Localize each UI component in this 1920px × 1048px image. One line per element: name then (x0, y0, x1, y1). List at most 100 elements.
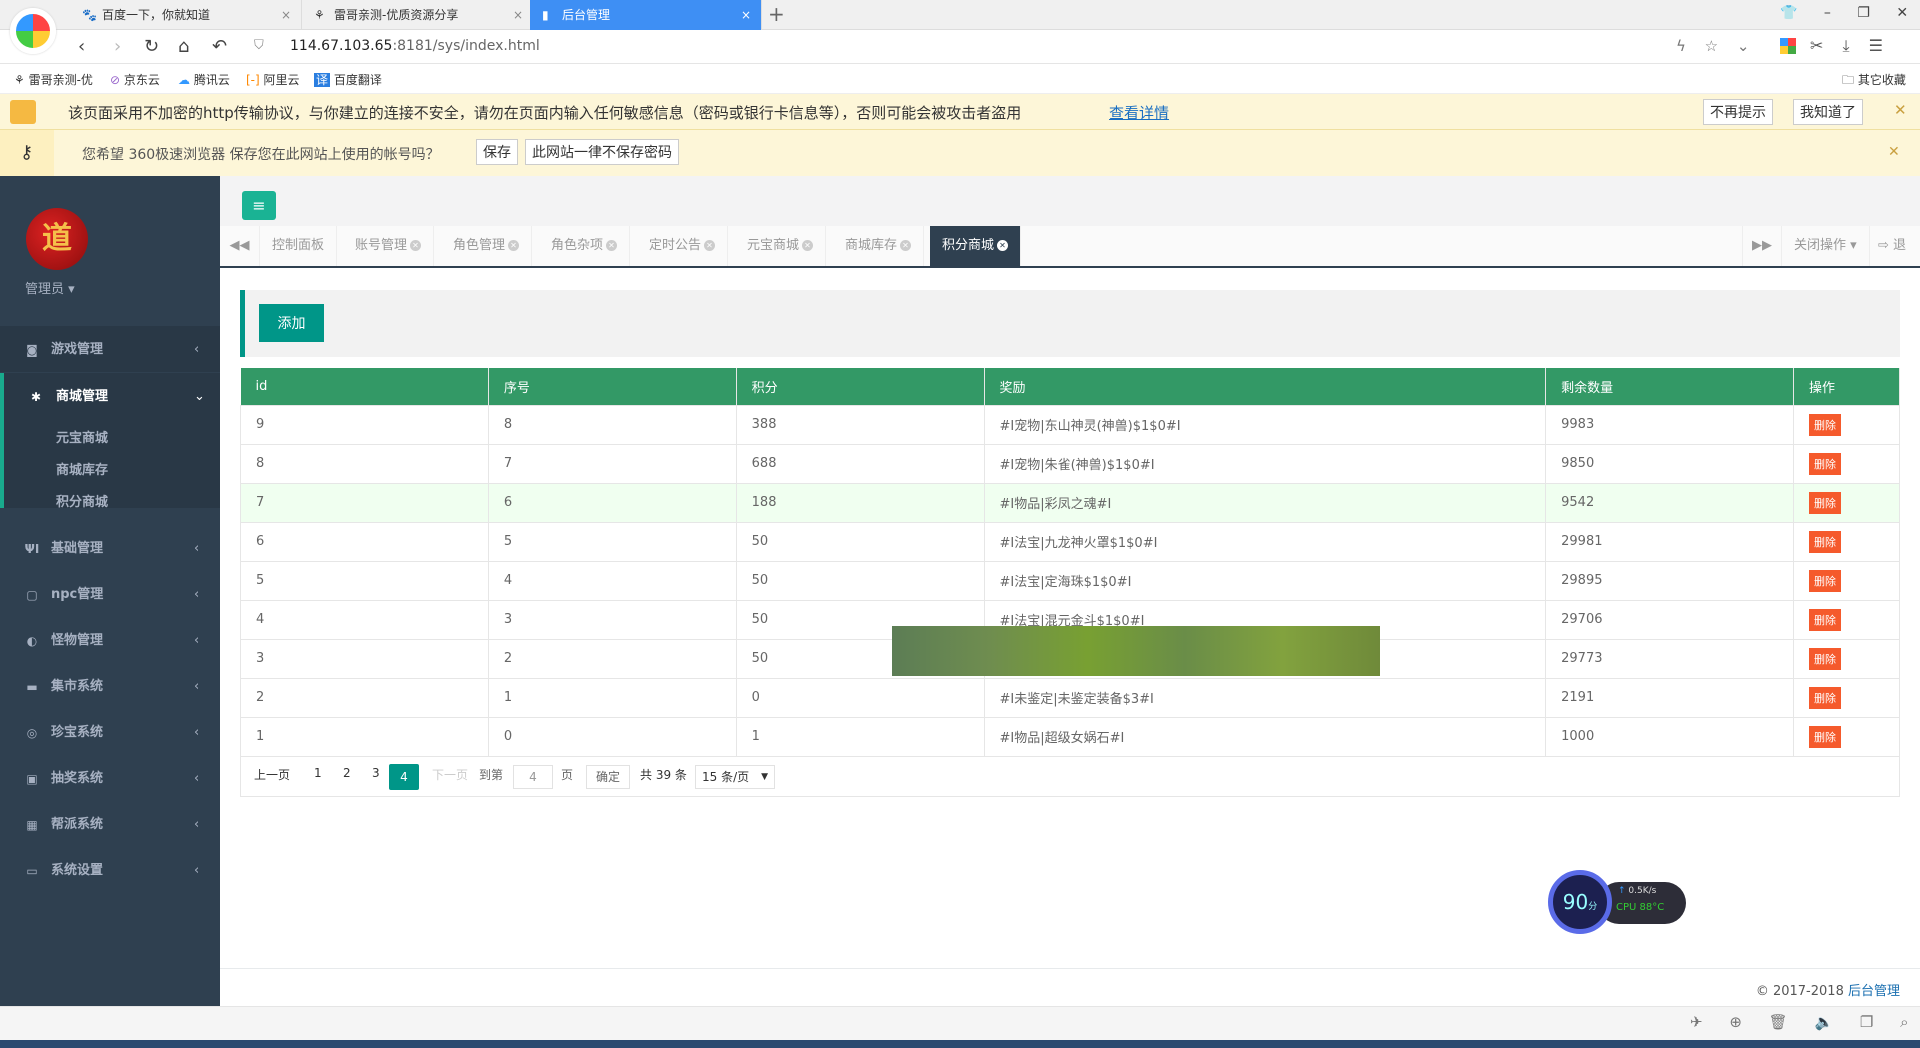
reload-icon[interactable]: ↻ (144, 36, 160, 57)
adjust-icon: ◐ (26, 634, 38, 648)
tab[interactable]: 角色杂项 ✕ (539, 226, 631, 266)
sidebar-item[interactable]: ΨΙ 基础管理 ‹ (0, 526, 220, 572)
delete-button[interactable]: 删除 (1809, 491, 1841, 514)
sidebar-subitem-active[interactable]: 积分商城 (56, 495, 109, 510)
home-icon[interactable]: ⌂ (178, 36, 190, 57)
tab[interactable]: 商城库存 ✕ (833, 226, 925, 266)
back-icon[interactable]: ‹ (78, 36, 86, 57)
sidebar-item[interactable]: ▦ 帮派系统 ‹ (0, 802, 220, 848)
next-page[interactable]: 下一页 (432, 768, 469, 782)
delete-button[interactable]: 删除 (1809, 569, 1841, 592)
forward-icon[interactable]: › (114, 36, 122, 57)
column-header: 序号 (488, 368, 737, 405)
desktop-icon: ▭ (26, 864, 38, 878)
page-link[interactable]: 2 (343, 766, 351, 780)
bookmark[interactable]: [-] 阿里云 (246, 73, 300, 87)
details-link[interactable]: 查看详情 (1109, 104, 1170, 122)
sidebar-subitem[interactable]: 元宝商城 (56, 431, 109, 446)
tab[interactable]: 账号管理 ✕ (343, 226, 435, 266)
delete-button[interactable]: 删除 (1809, 413, 1841, 436)
avatar: 道 (26, 208, 88, 270)
table-cell: #I法宝|九龙神火罩$1$0#I (983, 521, 1547, 562)
other-bookmarks[interactable]: 🗀 其它收藏 (1842, 73, 1906, 87)
table-cell: 29981 (1545, 521, 1794, 562)
got-it-button[interactable]: 我知道了 (1793, 99, 1863, 125)
bookmark[interactable]: 译 百度翻译 (314, 73, 382, 87)
close-icon[interactable]: ✕ (1888, 144, 1900, 160)
user-menu[interactable]: 管理员 ▾ (25, 282, 75, 297)
delete-button[interactable]: 删除 (1809, 452, 1841, 475)
footer: © 2017-2018 后台管理 (220, 968, 1920, 1006)
browser-tab-bar: 🐾 百度一下，你就知道 × ⚘ 雷哥亲测-优质资源分享 × ▮ 后台管理 × + 👕 – ❐… (0, 0, 1920, 30)
browser-tab-active[interactable]: ▮ 后台管理 × (530, 0, 762, 30)
close-icon[interactable]: × (280, 8, 291, 22)
tab[interactable]: 角色管理 ✕ (441, 226, 533, 266)
goto-page-input[interactable]: 4 (513, 765, 553, 789)
delete-button[interactable]: 删除 (1809, 608, 1841, 631)
tab-active[interactable]: 积分商城 ✕ (930, 226, 1022, 266)
no-remind-button[interactable]: 不再提示 (1703, 99, 1773, 125)
logout-icon: ⇨ (1878, 238, 1889, 253)
bookmark[interactable]: ☁ 腾讯云 (178, 73, 230, 87)
sidebar-item[interactable]: ▣ 抽奖系统 ‹ (0, 756, 220, 802)
bookmark[interactable]: ⚘ 雷哥亲测-优 (14, 73, 93, 87)
page-link[interactable]: 1 (314, 766, 322, 780)
never-save-button[interactable]: 此网站一律不保存密码 (525, 139, 679, 165)
address-actions[interactable]: ϟ ☆ ⌄ (1676, 37, 1750, 55)
status-icons[interactable]: ✈ ⊕ 🗑 🔈 ❐ ⌕ (1690, 1013, 1909, 1031)
table-cell: 29706 (1545, 599, 1794, 640)
table-cell: 1 (240, 716, 489, 757)
sidebar-item[interactable]: ▢ npc管理 ‹ (0, 572, 220, 618)
table-cell: 688 (735, 443, 985, 484)
tab-dashboard[interactable]: 控制面板 (260, 226, 338, 266)
close-icon[interactable]: × (512, 8, 523, 22)
cutlery-icon: ΨΙ (24, 542, 40, 556)
table-icon: ▦ (26, 818, 38, 832)
undo-icon[interactable]: ↶ (212, 36, 228, 57)
browser-tab[interactable]: 🐾 百度一下，你就知道 × (70, 0, 302, 30)
close-icon[interactable]: ✕ (1894, 101, 1907, 119)
table-cell: #I宠物|朱雀(神兽)$1$0#I (983, 443, 1547, 484)
table-cell: 8 (487, 404, 737, 445)
sidebar-item[interactable]: ▭ 系统设置 ‹ (0, 848, 220, 894)
new-tab-button[interactable]: + (768, 2, 785, 26)
table-row: 2 1 0 #I未鉴定|未鉴定装备$3#I 2191 删除 (240, 677, 1900, 718)
table-cell: 5 (487, 521, 737, 562)
sidebar-item[interactable]: ▬ 集市系统 ‹ (0, 664, 220, 710)
column-header: 操作 (1793, 368, 1900, 405)
delete-button[interactable]: 删除 (1809, 686, 1841, 709)
column-header: 奖励 (984, 368, 1547, 405)
tab[interactable]: 元宝商城 ✕ (735, 226, 827, 266)
toolbar-icons[interactable]: ✂ ⤓ ☰ (1810, 36, 1883, 55)
window-controls[interactable]: 👕 – ❐ ✕ (1780, 5, 1909, 21)
scroll-right-button[interactable]: ▶▶ (1742, 226, 1782, 266)
bookmark[interactable]: ⊘ 京东云 (110, 73, 160, 87)
page-link[interactable]: 3 (372, 766, 380, 780)
scroll-left-button[interactable]: ◀◀ (220, 226, 260, 266)
close-operations-dropdown[interactable]: 关闭操作 ▾ (1782, 226, 1870, 266)
system-monitor-widget[interactable]: 90分 ↑ 0.5K/s CPU 88°C (1548, 870, 1688, 934)
url-input[interactable]: 114.67.103.65:8181/sys/index.html (290, 38, 540, 54)
sidebar-item-shop[interactable]: ✱ 商城管理 ⌄ (0, 374, 220, 420)
browser-tab[interactable]: ⚘ 雷哥亲测-优质资源分享 × (302, 0, 534, 30)
save-password-button[interactable]: 保存 (476, 139, 518, 165)
page-current[interactable]: 4 (389, 764, 419, 790)
sidebar-item-game[interactable]: ◙ 游戏管理 ‹ (0, 327, 220, 373)
sidebar-item[interactable]: ◎ 珍宝系统 ‹ (0, 710, 220, 756)
delete-button[interactable]: 删除 (1809, 647, 1841, 670)
sidebar-subitem[interactable]: 商城库存 (56, 463, 109, 478)
table-cell: #I物品|彩凤之魂#I (983, 482, 1547, 523)
delete-button[interactable]: 删除 (1809, 725, 1841, 748)
apps-icon[interactable] (1780, 38, 1796, 54)
add-button[interactable]: 添加 (259, 304, 324, 342)
prev-page[interactable]: 上一页 (254, 768, 291, 782)
per-page-select[interactable]: 15 条/页 ▼ (695, 765, 775, 789)
close-icon[interactable]: × (740, 8, 751, 22)
delete-button[interactable]: 删除 (1809, 530, 1841, 553)
logout-button[interactable]: ⇨ 退出 (1878, 238, 1907, 293)
confirm-button[interactable]: 确定 (586, 765, 630, 789)
tab[interactable]: 定时公告 ✕ (637, 226, 729, 266)
table-cell: 50 (735, 521, 985, 562)
sidebar-item[interactable]: ◐ 怪物管理 ‹ (0, 618, 220, 664)
menu-toggle-button[interactable]: ≡ (242, 191, 276, 220)
